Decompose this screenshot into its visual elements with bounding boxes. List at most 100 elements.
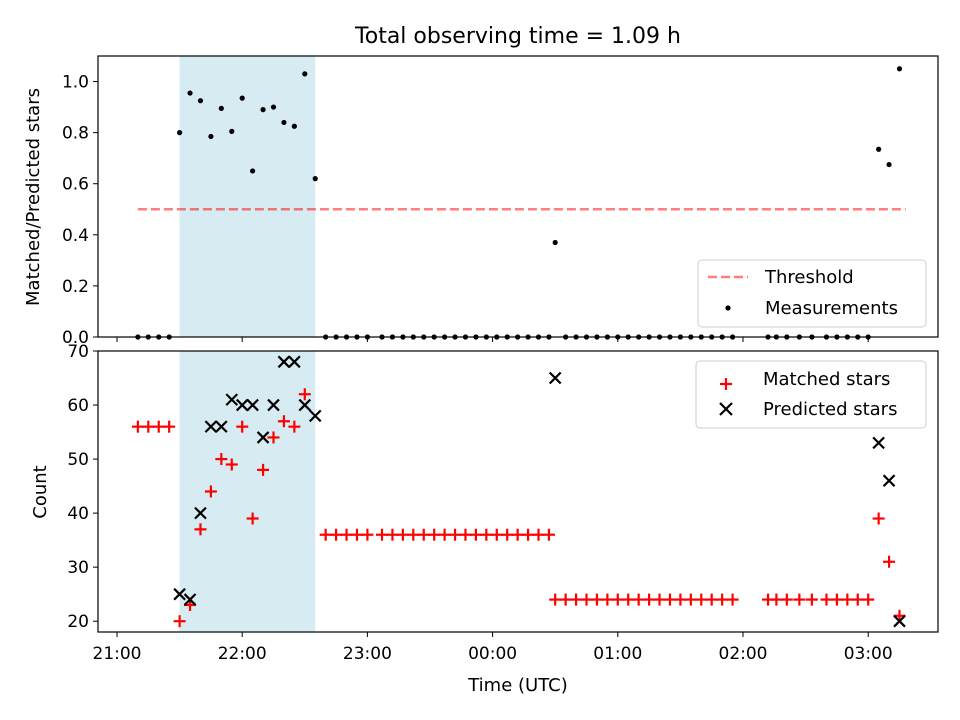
matched-star-point xyxy=(770,593,783,606)
measurement-point xyxy=(552,239,558,246)
count-y-tick-label: 40 xyxy=(67,504,89,524)
count-y-tick-label: 70 xyxy=(67,342,89,362)
matched-star-point xyxy=(319,528,332,541)
matched-star-point xyxy=(330,528,343,541)
legend-matched-label: Matched stars xyxy=(763,369,890,390)
predicted-star-point xyxy=(204,420,218,433)
matched-star-point xyxy=(805,593,818,606)
predicted-star-point xyxy=(246,398,259,412)
matched-star-point xyxy=(459,528,472,541)
ratio-y-tick-label: 0.4 xyxy=(62,226,89,246)
matched-star-point xyxy=(653,593,666,606)
x-axis-label: Time (UTC) xyxy=(467,675,568,696)
measurement-points xyxy=(135,66,903,340)
matched-star-point xyxy=(780,593,793,606)
matched-star-point xyxy=(215,453,228,466)
matched-star-point xyxy=(532,528,545,541)
measurement-point xyxy=(291,123,297,129)
ratio-y-tick-label: 0.6 xyxy=(62,175,89,195)
predicted-stars-points xyxy=(173,355,906,628)
count-y-tick-label: 20 xyxy=(67,612,89,632)
matched-star-point xyxy=(194,523,207,536)
measurement-point xyxy=(302,71,308,77)
matched-star-point xyxy=(862,593,875,606)
matched-star-point xyxy=(580,593,593,606)
time-x-tick-label: 23:00 xyxy=(343,644,392,664)
time-x-tick-label: 02:00 xyxy=(719,644,768,664)
measurement-point xyxy=(239,95,245,101)
measurement-point xyxy=(197,98,204,104)
time-x-tick-label: 22:00 xyxy=(218,644,267,664)
matched-star-point xyxy=(131,420,144,433)
legend-threshold-label: Threshold xyxy=(764,267,854,288)
matched-star-point xyxy=(663,593,676,606)
matched-star-point xyxy=(559,593,572,606)
matched-star-point xyxy=(674,593,687,606)
matched-star-point xyxy=(705,593,718,606)
legend-predicted-label: Predicted stars xyxy=(763,399,897,420)
ratio-x-ticks xyxy=(116,337,869,342)
count-legend-box xyxy=(695,360,927,429)
matched-star-point xyxy=(376,528,389,541)
matched-star-point xyxy=(407,528,420,541)
predicted-star-point xyxy=(298,398,312,412)
matched-star-point xyxy=(386,528,399,541)
predicted-star-point xyxy=(882,474,896,487)
predicted-star-point xyxy=(308,409,322,423)
time-x-axis: 21:00 22:00 23:00 00:00 01:00 02:00 03:00 xyxy=(93,632,893,664)
observing-window-shade-bottom xyxy=(179,351,316,632)
matched-star-point xyxy=(173,615,186,628)
matched-star-point xyxy=(142,420,155,433)
ratio-legend-box xyxy=(697,259,927,328)
matched-star-point xyxy=(277,415,290,428)
count-y-axis: 20 30 40 50 60 70 xyxy=(67,342,98,632)
matched-star-point xyxy=(480,528,493,541)
time-x-tick-label: 01:00 xyxy=(593,644,642,664)
predicted-star-point xyxy=(548,371,562,385)
matched-star-point xyxy=(542,528,555,541)
measurement-point xyxy=(896,66,903,72)
chart-title: Total observing time = 1.09 h xyxy=(354,24,681,49)
matched-star-point xyxy=(643,593,656,606)
matched-star-point xyxy=(225,458,238,471)
matched-star-point xyxy=(257,463,270,476)
matched-star-point xyxy=(695,593,708,606)
matched-star-point xyxy=(246,512,259,525)
measurement-point xyxy=(208,133,214,140)
matched-star-point xyxy=(417,528,430,541)
predicted-star-point xyxy=(235,398,249,412)
predicted-star-point xyxy=(215,420,228,433)
measurement-point xyxy=(229,128,235,134)
ratio-panel: 0.0 0.2 0.4 0.6 0.8 1.0 Matched/Predicted sta… xyxy=(23,55,939,348)
matched-star-point xyxy=(601,593,614,606)
predicted-star-point xyxy=(183,593,197,606)
count-panel-frame xyxy=(97,350,939,633)
count-y-tick-label: 50 xyxy=(67,450,89,470)
predicted-star-point xyxy=(267,398,280,412)
ratio-y-axis: 0.0 0.2 0.4 0.6 0.8 1.0 xyxy=(62,73,98,348)
matched-star-point xyxy=(267,431,280,444)
matched-star-point xyxy=(611,593,624,606)
matched-star-point xyxy=(716,593,729,606)
matched-star-point xyxy=(830,593,843,606)
measurement-point xyxy=(312,176,318,182)
matched-star-point xyxy=(204,485,217,498)
matched-star-point xyxy=(469,528,482,541)
matched-star-point xyxy=(872,512,885,525)
ratio-y-tick-label: 0.0 xyxy=(62,328,89,348)
ratio-panel-frame xyxy=(97,55,939,338)
matched-stars-points xyxy=(131,388,906,628)
count-legend: Matched stars Predicted stars xyxy=(695,360,927,429)
matched-star-point xyxy=(490,528,503,541)
ratio-y-label: Matched/Predicted stars xyxy=(23,88,44,306)
predicted-star-point xyxy=(277,355,291,369)
measurement-point xyxy=(177,130,183,136)
measurement-point xyxy=(187,90,193,96)
predicted-star-point xyxy=(225,393,239,406)
matched-star-point xyxy=(632,593,645,606)
measurement-point xyxy=(218,105,224,111)
matched-star-point xyxy=(350,528,363,541)
count-panel: 20 30 40 50 60 70 21:00 22:00 23:00 00:00 01:00 02… xyxy=(30,342,939,696)
measurement-point xyxy=(876,146,882,152)
